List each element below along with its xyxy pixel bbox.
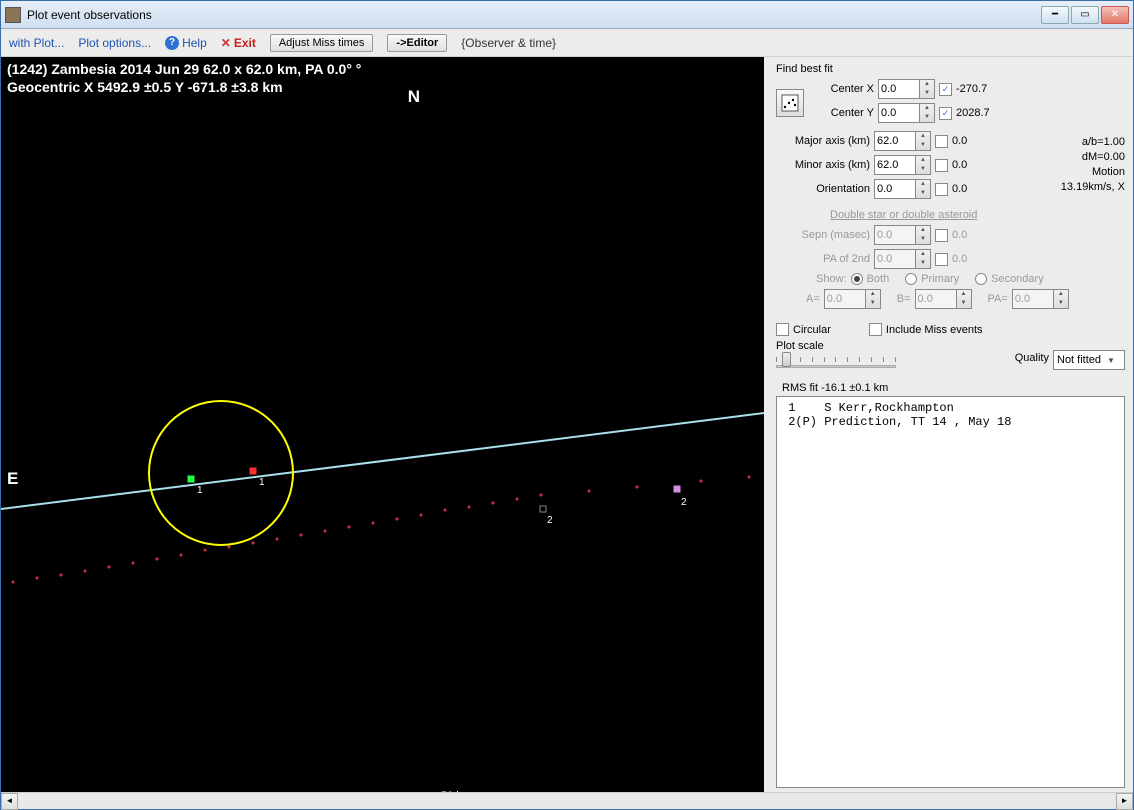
quality-select[interactable]: Not fitted▼ [1053,350,1125,370]
marker-label: 2 [547,515,553,526]
center-x-lock[interactable]: ✓ [939,83,952,96]
scroll-right-button[interactable]: ► [1116,793,1133,810]
include-miss-checkbox[interactable] [869,323,882,336]
show-label: Show: [816,273,847,285]
marker-label: 1 [259,477,265,488]
find-best-fit-label: Find best fit [776,63,1125,75]
quality-label: Quality [1015,352,1049,364]
minor-axis-label: Minor axis (km) [776,159,870,171]
app-window: Plot event observations ━ ▭ ✕ with Plot.… [0,0,1134,810]
editor-button[interactable]: ->Editor [387,34,447,52]
rms-fit-label: RMS fit -16.1 ±0.1 km [782,382,1125,394]
minimize-button[interactable]: ━ [1041,6,1069,24]
help-icon: ? [165,36,179,50]
center-y-label: Center Y [808,107,874,119]
plot-scale-label: Plot scale [776,340,896,352]
minor-axis-input[interactable]: ▲▼ [874,155,931,175]
a-input: ▲▼ [824,289,881,309]
north-label: N [408,87,420,107]
exit-button[interactable]: ✕Exit [221,36,256,50]
major-axis-lock[interactable] [935,135,948,148]
titlebar: Plot event observations ━ ▭ ✕ [1,1,1133,29]
plot-header: (1242) Zambesia 2014 Jun 29 62.0 x 62.0 … [7,61,361,77]
fit-icon-button[interactable] [776,89,804,117]
window-title: Plot event observations [27,8,1041,22]
app-icon [5,7,21,23]
center-x-lockval: -270.7 [956,83,987,95]
minor-axis-lockval: 0.0 [952,159,967,171]
plot-options-menu[interactable]: Plot options... [78,36,151,50]
b-input: ▲▼ [915,289,972,309]
adjust-miss-button[interactable]: Adjust Miss times [270,34,374,52]
center-x-input[interactable]: ▲▼ [878,79,935,99]
plot-scale-slider[interactable] [776,352,896,372]
major-axis-lockval: 0.0 [952,135,967,147]
plot-geocentric: Geocentric X 5492.9 ±0.5 Y -671.8 ±3.8 k… [7,79,283,95]
sepn-label: Sepn (masec) [776,229,870,241]
orientation-input[interactable]: ▲▼ [874,179,931,199]
marker-label: 1 [197,485,203,496]
center-y-lockval: 2028.7 [956,107,990,119]
show-both-radio [851,273,863,285]
maximize-button[interactable]: ▭ [1071,6,1099,24]
circular-checkbox[interactable] [776,323,789,336]
toolbar: with Plot... Plot options... ?Help ✕Exit… [1,29,1133,57]
pa2nd-input: ▲▼ [874,249,931,269]
side-panel: Find best fit Center X ▲▼ ✓ -270.7 Cente… [764,57,1133,792]
center-y-lock[interactable]: ✓ [939,107,952,120]
content: (1242) Zambesia 2014 Jun 29 62.0 x 62.0 … [1,57,1133,792]
scatter-icon [781,94,799,112]
orientation-lock[interactable] [935,183,948,196]
major-axis-input[interactable]: ▲▼ [874,131,931,151]
show-primary-radio [905,273,917,285]
include-miss-label: Include Miss events [886,324,983,336]
observer-time-label: {Observer & time} [461,36,556,50]
help-button[interactable]: ?Help [165,36,207,50]
pa-input: ▲▼ [1012,289,1069,309]
plot-canvas [1,57,764,792]
orientation-lockval: 0.0 [952,183,967,195]
marker-label: 2 [681,497,687,508]
orientation-label: Orientation [776,183,870,195]
pa2nd-lock [935,253,948,266]
scale-label: 50 km. [441,790,474,792]
sepn-input: ▲▼ [874,225,931,245]
sepn-lock [935,229,948,242]
close-icon: ✕ [221,36,231,50]
minor-axis-lock[interactable] [935,159,948,172]
close-button[interactable]: ✕ [1101,6,1129,24]
major-axis-label: Major axis (km) [776,135,870,147]
plot-area[interactable]: (1242) Zambesia 2014 Jun 29 62.0 x 62.0 … [1,57,764,792]
observers-list[interactable]: 1 S Kerr,Rockhampton 2(P) Prediction, TT… [776,396,1125,788]
horizontal-scrollbar[interactable]: ◄ ► [1,792,1133,809]
fit-stats: a/b=1.00 dM=0.00 Motion 13.19km/s, X [1051,131,1125,203]
east-label: E [7,469,18,489]
pa2nd-label: PA of 2nd [776,253,870,265]
center-x-label: Center X [808,83,874,95]
with-plot-menu[interactable]: with Plot... [9,36,64,50]
show-secondary-radio [975,273,987,285]
double-star-header: Double star or double asteroid [830,209,1125,221]
center-y-input[interactable]: ▲▼ [878,103,935,123]
circular-label: Circular [793,324,831,336]
scroll-left-button[interactable]: ◄ [1,793,18,810]
